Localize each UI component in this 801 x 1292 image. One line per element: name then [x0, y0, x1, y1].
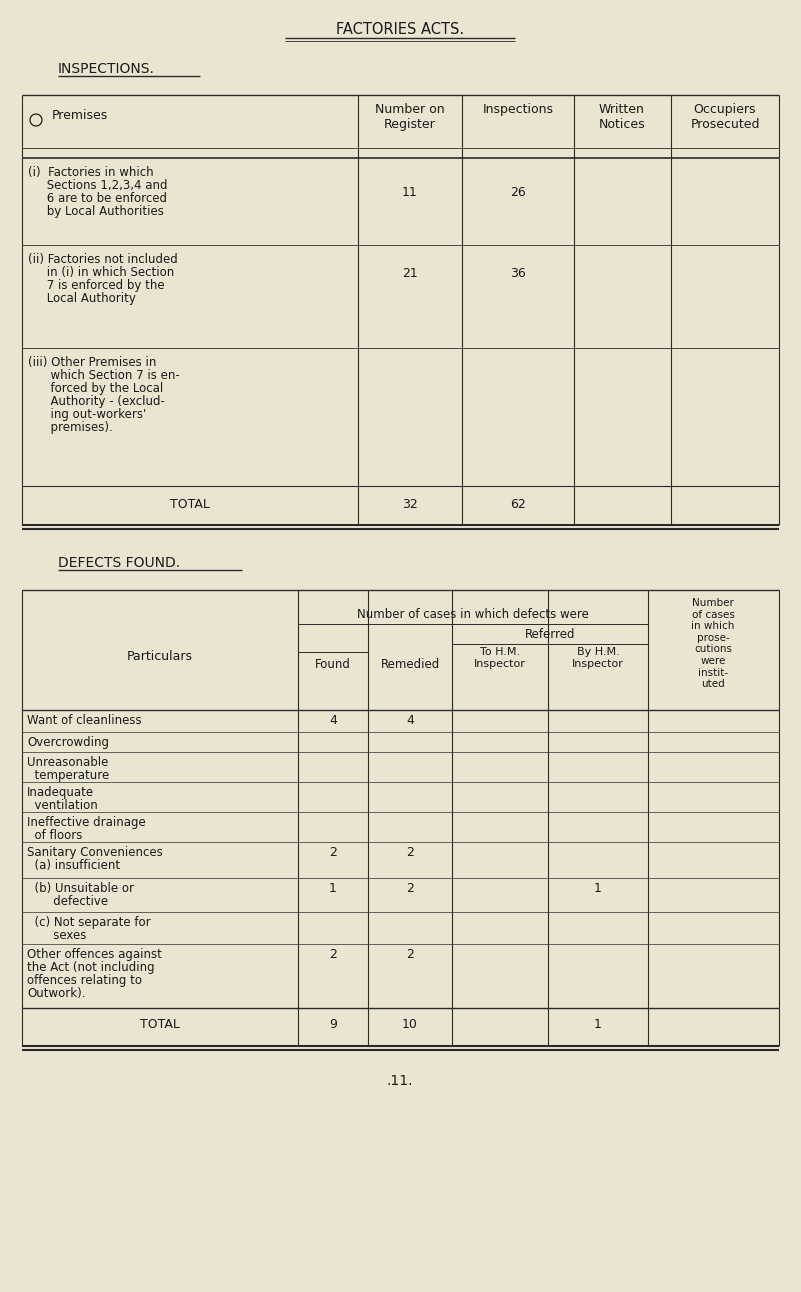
Text: Inadequate: Inadequate [27, 786, 95, 798]
Text: Sections 1,2,3,4 and: Sections 1,2,3,4 and [28, 180, 167, 193]
Text: 6 are to be enforced: 6 are to be enforced [28, 193, 167, 205]
Text: Referred: Referred [525, 628, 575, 641]
Text: 1: 1 [594, 882, 602, 895]
Text: 2: 2 [329, 948, 337, 961]
Text: sexes: sexes [27, 929, 87, 942]
Text: 36: 36 [510, 267, 526, 280]
Text: (iii) Other Premises in: (iii) Other Premises in [28, 357, 156, 370]
Text: 7 is enforced by the: 7 is enforced by the [28, 279, 165, 292]
Text: Number of cases in which defects were: Number of cases in which defects were [357, 609, 589, 621]
Text: Number on
Register: Number on Register [375, 103, 445, 130]
Text: Sanitary Conveniences: Sanitary Conveniences [27, 846, 163, 859]
Text: Inspections: Inspections [482, 103, 553, 116]
Text: ventilation: ventilation [27, 798, 98, 811]
Text: forced by the Local: forced by the Local [28, 382, 163, 395]
Text: 26: 26 [510, 186, 526, 199]
Text: Overcrowding: Overcrowding [27, 736, 109, 749]
Text: TOTAL: TOTAL [140, 1018, 180, 1031]
Text: 62: 62 [510, 497, 526, 512]
Text: the Act (not including: the Act (not including [27, 961, 155, 974]
Text: Premises: Premises [52, 109, 108, 121]
Text: 9: 9 [329, 1018, 337, 1031]
Text: (a) insufficient: (a) insufficient [27, 859, 120, 872]
Text: 32: 32 [402, 497, 418, 512]
Text: Other offences against: Other offences against [27, 948, 162, 961]
Text: 4: 4 [406, 714, 414, 727]
Text: 11: 11 [402, 186, 418, 199]
Text: by Local Authorities: by Local Authorities [28, 205, 164, 218]
Text: 1: 1 [329, 882, 337, 895]
Text: 4: 4 [329, 714, 337, 727]
Text: INSPECTIONS.: INSPECTIONS. [58, 62, 155, 76]
Text: Outwork).: Outwork). [27, 987, 86, 1000]
Text: Authority - (exclud-: Authority - (exclud- [28, 395, 165, 408]
Text: Remedied: Remedied [380, 658, 440, 671]
Text: 2: 2 [406, 846, 414, 859]
Text: offences relating to: offences relating to [27, 974, 142, 987]
Text: Want of cleanliness: Want of cleanliness [27, 714, 142, 727]
Text: To H.M.
Inspector: To H.M. Inspector [474, 647, 526, 668]
Text: .11.: .11. [387, 1074, 413, 1088]
Text: temperature: temperature [27, 769, 109, 782]
Text: Found: Found [315, 658, 351, 671]
Text: premises).: premises). [28, 421, 113, 434]
Text: FACTORIES ACTS.: FACTORIES ACTS. [336, 22, 464, 37]
Text: 2: 2 [406, 882, 414, 895]
Text: (c) Not separate for: (c) Not separate for [27, 916, 151, 929]
Text: Written
Notices: Written Notices [598, 103, 646, 130]
Text: Occupiers
Prosecuted: Occupiers Prosecuted [690, 103, 760, 130]
Text: (b) Unsuitable or: (b) Unsuitable or [27, 882, 134, 895]
Text: (i)  Factories in which: (i) Factories in which [28, 165, 154, 180]
Text: DEFECTS FOUND.: DEFECTS FOUND. [58, 556, 180, 570]
Text: TOTAL: TOTAL [170, 497, 210, 512]
Text: 21: 21 [402, 267, 418, 280]
Text: Ineffective drainage: Ineffective drainage [27, 817, 146, 829]
Text: 2: 2 [406, 948, 414, 961]
Text: 10: 10 [402, 1018, 418, 1031]
Text: Unreasonable: Unreasonable [27, 756, 108, 769]
Text: Local Authority: Local Authority [28, 292, 136, 305]
Text: of floors: of floors [27, 829, 83, 842]
Text: ing out-workers': ing out-workers' [28, 408, 147, 421]
Text: Number
of cases
in which
prose-
cutions
were
instit-
uted: Number of cases in which prose- cutions … [691, 598, 735, 689]
Text: defective: defective [27, 895, 108, 908]
Text: Particulars: Particulars [127, 650, 193, 663]
Text: 2: 2 [329, 846, 337, 859]
Text: in (i) in which Section: in (i) in which Section [28, 266, 175, 279]
Text: 1: 1 [594, 1018, 602, 1031]
Text: By H.M.
Inspector: By H.M. Inspector [572, 647, 624, 668]
Text: (ii) Factories not included: (ii) Factories not included [28, 253, 178, 266]
Text: which Section 7 is en-: which Section 7 is en- [28, 370, 179, 382]
